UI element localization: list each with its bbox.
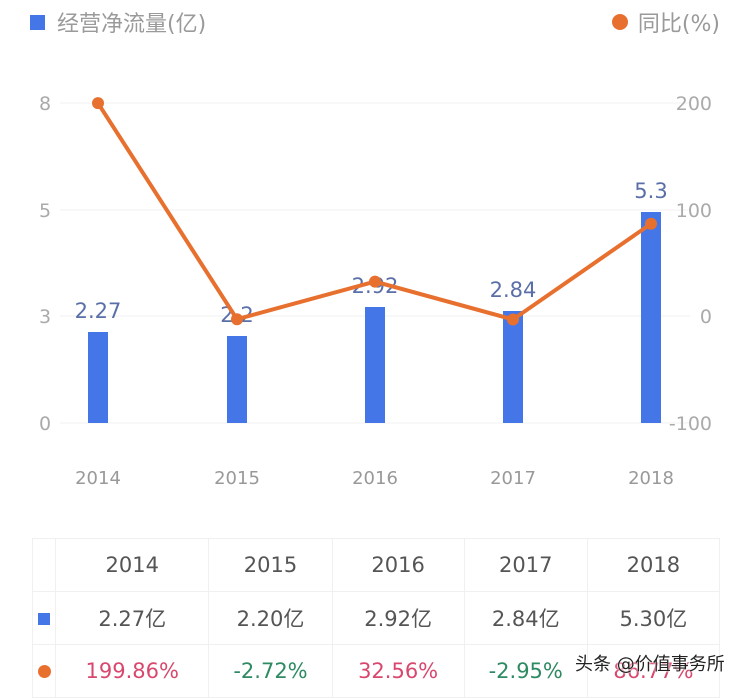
- svg-text:2014: 2014: [75, 468, 121, 489]
- blue-square-icon: [38, 613, 50, 625]
- svg-text:3: 3: [39, 306, 51, 328]
- table-header: 2017: [463, 538, 588, 592]
- svg-text:-100: -100: [669, 413, 712, 435]
- table-cell: 2.27亿: [54, 591, 210, 645]
- table-cell: 2.20亿: [208, 591, 333, 645]
- svg-text:2018: 2018: [628, 468, 674, 489]
- table-header-row: 2014 2015 2016 2017 2018: [32, 538, 721, 592]
- orange-dot-icon: [611, 14, 628, 30]
- svg-text:5: 5: [39, 200, 51, 222]
- svg-text:8: 8: [39, 93, 51, 115]
- orange-dot-icon: [37, 665, 51, 678]
- table-cell: 2.84亿: [463, 591, 588, 645]
- table-cell: 5.30亿: [586, 591, 721, 645]
- table-cell: 2.92亿: [331, 591, 465, 645]
- svg-text:2.27: 2.27: [75, 299, 122, 323]
- svg-text:0: 0: [700, 306, 712, 328]
- legend-bar[interactable]: 经营净流量(亿): [30, 6, 206, 38]
- svg-text:100: 100: [676, 200, 712, 222]
- table-cell: 32.56%: [331, 644, 465, 698]
- blue-square-icon: [30, 14, 45, 30]
- svg-text:5.3: 5.3: [634, 179, 667, 203]
- legend-line-label: 同比(%): [637, 12, 720, 37]
- legend-line[interactable]: 同比(%): [611, 6, 720, 38]
- combo-chart: 82005100300-1002.2720142.220152.9220162.…: [39, 93, 712, 489]
- table-cell: 199.86%: [54, 644, 210, 698]
- table-row: 2.27亿 2.20亿 2.92亿 2.84亿 5.30亿: [32, 591, 721, 645]
- legend-bar-label: 经营净流量(亿): [57, 12, 207, 37]
- svg-text:2017: 2017: [490, 468, 536, 489]
- table-cell: -2.72%: [208, 644, 333, 698]
- svg-text:0: 0: [39, 413, 51, 435]
- table-header: 2014: [54, 538, 210, 592]
- table-cell: -2.95%: [463, 644, 588, 698]
- table-header: 2015: [208, 538, 333, 592]
- table-header: 2016: [331, 538, 465, 592]
- svg-text:2.84: 2.84: [490, 278, 537, 302]
- svg-text:200: 200: [676, 93, 712, 115]
- watermark: 头条 @价值事务所: [575, 654, 725, 675]
- svg-text:2015: 2015: [214, 468, 260, 489]
- svg-text:2016: 2016: [352, 468, 398, 489]
- table-header: 2018: [586, 538, 721, 592]
